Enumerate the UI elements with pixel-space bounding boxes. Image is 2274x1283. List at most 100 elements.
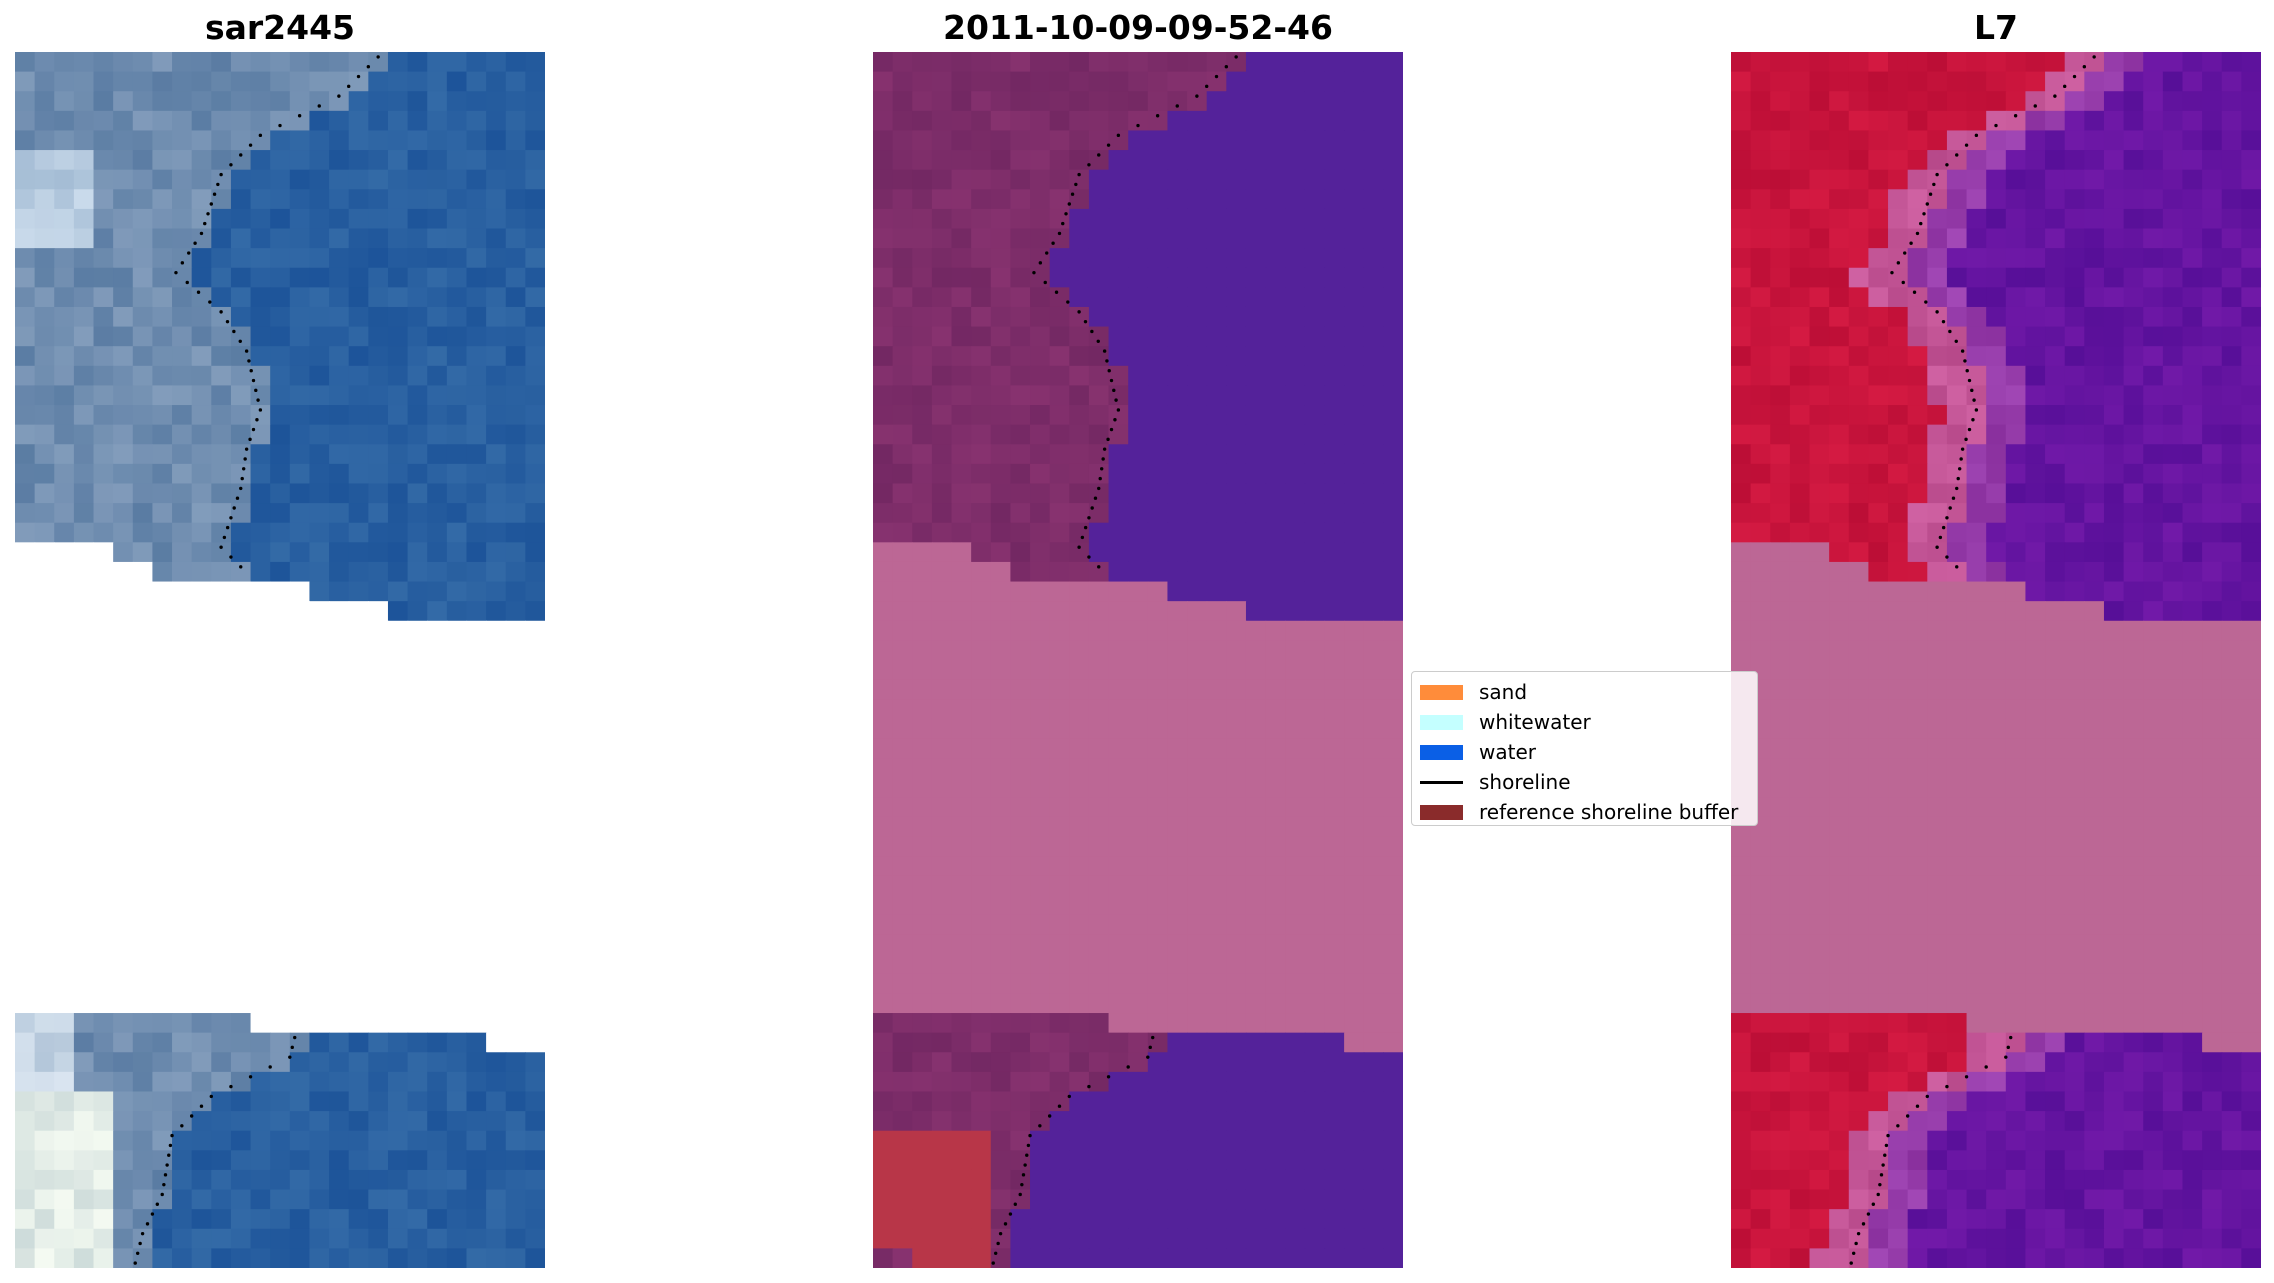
pixel-cell [2143, 758, 2164, 779]
pixel-cell [505, 1111, 526, 1132]
shoreline-point [268, 1065, 272, 1069]
pixel-cell [73, 248, 95, 269]
pixel-cell [309, 875, 330, 896]
shoreline-point [1021, 1173, 1026, 1177]
pixel-cell [2005, 1052, 2027, 1073]
pixel-cell [912, 287, 933, 308]
pixel-cell [270, 346, 291, 367]
pixel-cell [892, 1071, 913, 1093]
pixel-cell [525, 169, 545, 190]
pixel-cell [1927, 228, 1948, 249]
pixel-cell [289, 169, 311, 190]
pixel-cell [1966, 1091, 1987, 1112]
pixel-cell [2162, 405, 2184, 426]
pixel-cell [931, 993, 953, 1014]
pixel-cell [211, 738, 232, 759]
pixel-cell [270, 483, 291, 504]
pixel-cell [990, 189, 1012, 210]
pixel-cell [1069, 875, 1090, 896]
pixel-cell [2005, 503, 2027, 524]
pixel-cell [113, 306, 134, 328]
pixel-cell [873, 326, 894, 347]
pixel-cell [2182, 934, 2203, 955]
pixel-cell [1226, 91, 1247, 112]
pixel-cell [951, 150, 972, 171]
pixel-cell [912, 561, 933, 583]
pixel-cell [309, 444, 330, 465]
pixel-cell [172, 895, 193, 916]
pixel-cell [1226, 287, 1247, 308]
pixel-cell [34, 522, 55, 543]
pixel-cell [1731, 640, 1752, 661]
pixel-cell [230, 679, 252, 700]
pixel-cell [2005, 816, 2027, 838]
pixel-cell [2241, 287, 2261, 308]
shoreline-point [1116, 133, 1121, 138]
pixel-cell [152, 228, 173, 249]
pixel-cell [990, 1052, 1012, 1073]
pixel-cell [407, 1111, 428, 1132]
pixel-cell [1108, 1150, 1129, 1171]
pixel-cell [270, 914, 291, 936]
pixel-cell [309, 424, 330, 445]
pixel-cell [1324, 875, 1345, 896]
pixel-cell [1049, 816, 1070, 838]
pixel-cell [1966, 91, 1987, 112]
pixel-cell [1285, 1013, 1306, 1034]
pixel-cell [368, 405, 389, 426]
pixel-cell [1030, 503, 1051, 524]
index-image-panel [1731, 52, 2261, 1268]
pixel-cell [1128, 699, 1149, 720]
pixel-cell [2084, 91, 2105, 112]
pixel-cell [113, 954, 134, 975]
pixel-cell [1888, 816, 1909, 838]
pixel-cell [466, 777, 487, 798]
pixel-cell [270, 1111, 291, 1132]
pixel-cell [34, 424, 55, 445]
pixel-cell [15, 542, 36, 563]
pixel-cell [1750, 522, 1771, 543]
pixel-cell [486, 777, 507, 798]
pixel-cell [2221, 306, 2242, 328]
pixel-cell [1986, 169, 2007, 190]
pixel-cell [1907, 836, 1928, 857]
pixel-cell [2143, 718, 2164, 740]
pixel-cell [1088, 463, 1110, 485]
pixel-cell [1245, 346, 1267, 367]
pixel-cell [1245, 601, 1267, 622]
pixel-cell [1750, 954, 1771, 975]
pixel-cell [1344, 542, 1365, 563]
pixel-cell [2103, 660, 2125, 681]
pixel-cell [912, 856, 933, 877]
pixel-cell [951, 463, 972, 485]
pixel-cell [892, 856, 913, 877]
pixel-cell [1304, 150, 1326, 171]
pixel-cell [172, 326, 193, 347]
pixel-cell [1128, 875, 1149, 896]
pixel-cell [931, 718, 953, 740]
pixel-cell [912, 993, 933, 1014]
pixel-cell [1848, 52, 1870, 73]
pixel-cell [329, 91, 350, 112]
pixel-cell [34, 1130, 55, 1151]
pixel-cell [1344, 1209, 1365, 1230]
pixel-cell [211, 1032, 232, 1053]
pixel-cell [2162, 130, 2184, 151]
pixel-cell [873, 385, 894, 406]
pixel-cell [2202, 738, 2223, 759]
pixel-cell [1829, 640, 1850, 661]
pixel-cell [1049, 699, 1070, 720]
pixel-cell [2123, 483, 2144, 504]
pixel-cell [873, 934, 894, 955]
pixel-cell [427, 620, 448, 641]
pixel-cell [1285, 895, 1306, 916]
pixel-cell [446, 954, 468, 975]
pixel-cell [2182, 718, 2203, 740]
pixel-cell [1946, 581, 1968, 602]
pixel-cell [1809, 71, 1830, 92]
pixel-cell [2202, 620, 2223, 641]
pixel-cell [1128, 601, 1149, 622]
pixel-cell [525, 1111, 545, 1132]
pixel-cell [250, 993, 271, 1014]
pixel-cell [309, 620, 330, 641]
